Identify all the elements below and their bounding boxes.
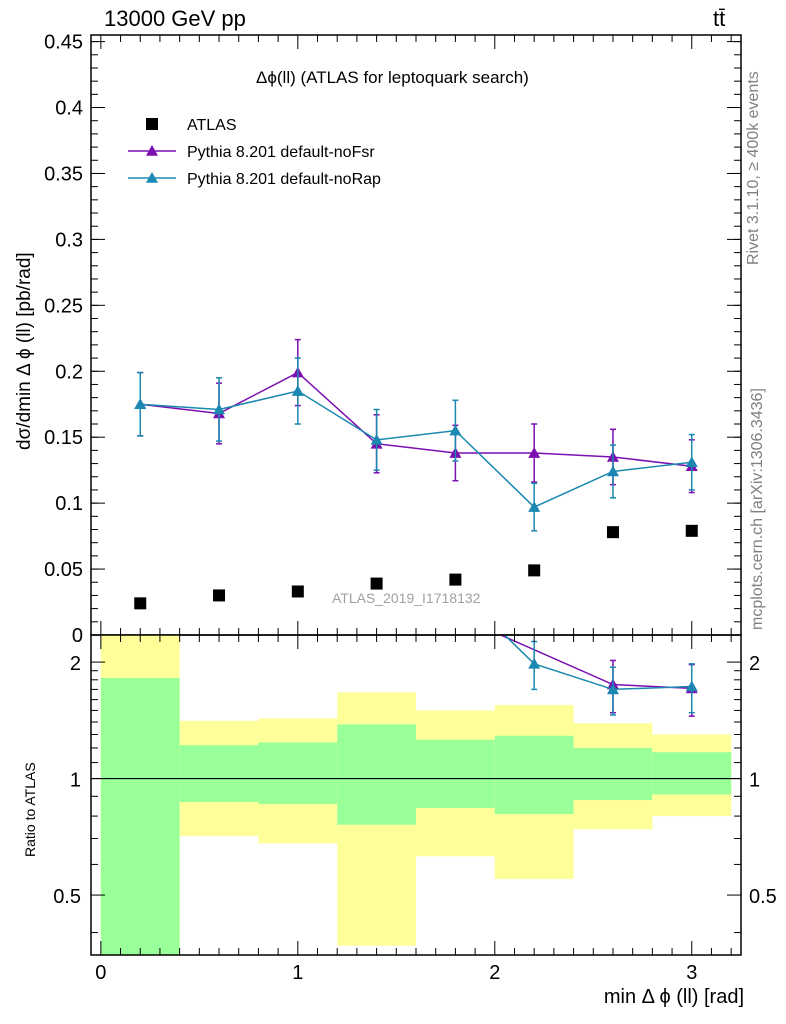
- legend-label: Pythia 8.201 default-noFsr: [187, 144, 375, 161]
- main-y-tick-label: 0.4: [55, 98, 83, 120]
- uncertainty-band-inner: [100, 677, 180, 955]
- ratio-series-line-1: [504, 635, 692, 691]
- ratio-y-tick-label: 0.5: [53, 886, 81, 908]
- ratio-series-line-0: [500, 635, 692, 690]
- x-axis-label: min Δ ϕ (ll) [rad]: [603, 986, 744, 1008]
- atlas-data-point: [134, 597, 147, 610]
- rivet-label: Rivet 3.1.10, ≥ 400k events: [745, 71, 762, 265]
- uncertainty-band-inner: [652, 752, 732, 795]
- ratio-y-tick-label-right: 0.5: [749, 886, 777, 908]
- uncertainty-band-inner: [258, 742, 338, 804]
- mc-marker: [291, 385, 304, 396]
- uncertainty-band-inner: [416, 739, 495, 808]
- mc-marker: [134, 398, 147, 410]
- ratio-y-axis-label: Ratio to ATLAS: [22, 762, 38, 857]
- main-data-area: [134, 338, 698, 610]
- mc-marker: [606, 465, 619, 477]
- ratio-y-tick-label-right: 1: [749, 770, 760, 792]
- x-tick-label: 1: [292, 962, 303, 984]
- uncertainty-band-inner: [573, 747, 653, 801]
- atlas-data-point: [291, 585, 304, 598]
- main-panel: 0 0.05 0.1 0.15 0.2 0.25 0.3 0.35 0.4 0.45 ATLAS Py…: [44, 32, 742, 647]
- ratio-data-area: [91, 635, 741, 955]
- ratio-marker: [528, 657, 541, 669]
- ratio-marker: [685, 680, 698, 692]
- main-y-axis-label: dσ/dmin Δ ϕ (ll) [pb/rad]: [14, 252, 35, 450]
- mc-marker: [370, 433, 383, 445]
- mc-marker: [528, 447, 541, 458]
- main-y-tick-label: 0: [72, 625, 83, 647]
- process-label: tt̄: [713, 6, 726, 31]
- main-y-tick-label: 0.05: [44, 559, 83, 581]
- main-y-tick-label: 0.3: [55, 229, 83, 251]
- main-y-tick-label: 0.35: [44, 163, 83, 185]
- x-tick-label: 0: [95, 962, 106, 984]
- atlas-data-point: [528, 564, 541, 577]
- atlas-data-point: [213, 589, 226, 602]
- mc-series-line-1: [140, 371, 692, 467]
- uncertainty-band-inner: [494, 735, 574, 814]
- main-y-tick-label: 0.15: [44, 427, 83, 449]
- atlas-data-point: [606, 526, 619, 539]
- x-tick-label: 2: [489, 962, 500, 984]
- uncertainty-band-inner: [337, 724, 416, 825]
- legend-marker: [146, 145, 158, 156]
- legend-label: Pythia 8.201 default-noRap: [187, 171, 381, 188]
- legend-marker: [146, 172, 158, 183]
- main-y-tick-label: 0.1: [55, 493, 83, 515]
- main-y-tick-label: 0.45: [44, 32, 83, 54]
- atlas-data-point: [685, 524, 698, 537]
- ratio-panel: 0.5 0.5 1 1 2 2 0 1 2 3: [53, 634, 777, 984]
- main-y-tick-label: 0.2: [55, 361, 83, 383]
- ratio-marker: [606, 683, 619, 695]
- mc-marker: [449, 424, 462, 436]
- ratio-y-tick-label: 2: [70, 653, 81, 675]
- energy-label: 13000 GeV pp: [104, 6, 246, 31]
- mcplots-label: mcplots.cern.ch [arXiv:1306.3436]: [749, 388, 766, 630]
- mc-marker: [528, 501, 541, 512]
- mc-series-line-2: [140, 390, 692, 508]
- x-tick-label: 3: [686, 962, 697, 984]
- main-plot-title: Δϕ(ll) (ATLAS for leptoquark search): [256, 68, 529, 87]
- mc-marker: [213, 403, 226, 415]
- atlas-data-point: [449, 573, 462, 586]
- ratio-y-tick-label: 1: [70, 770, 81, 792]
- analysis-watermark: ATLAS_2019_I1718132: [332, 590, 481, 606]
- main-y-tick-label: 0.25: [44, 295, 83, 317]
- ratio-y-tick-label-right: 2: [749, 653, 760, 675]
- legend-marker-atlas: [146, 118, 158, 130]
- uncertainty-band-inner: [179, 745, 259, 802]
- legend-label: ATLAS: [187, 117, 237, 134]
- mc-marker: [685, 456, 698, 468]
- atlas-data-point: [370, 577, 383, 590]
